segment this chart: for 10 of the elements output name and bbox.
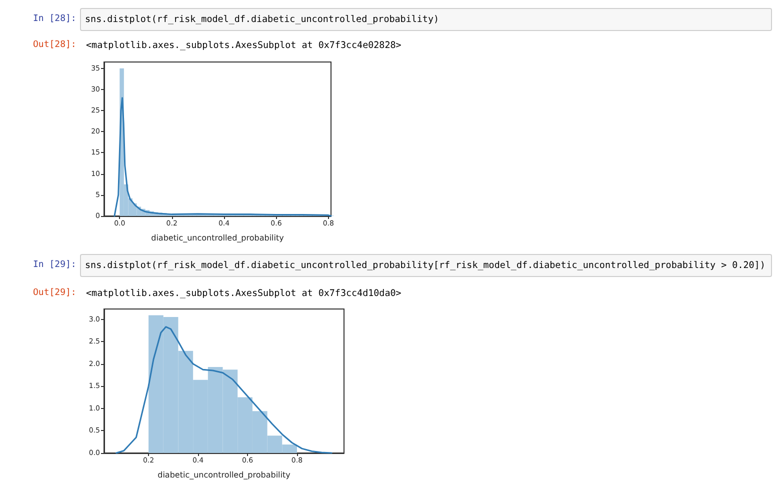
x-axis-title: diabetic_uncontrolled_probability (158, 470, 291, 480)
text: <matplotlib.axes._subplots.AxesSubplot at 0x7f3cc4e02828> (86, 40, 402, 51)
text: Out[29]: (33, 288, 76, 298)
x-axis-title: diabetic_uncontrolled_probability (151, 234, 284, 242)
text: In [29]: (33, 260, 76, 270)
text: In [28]: (33, 14, 76, 24)
text: Out[28]: (33, 40, 76, 50)
text: sns.distplot(rf_risk_model_df.diabetic_uncontrolled_probability[rf_risk_model_df.diabetic_uncontrolled_probability > 0.20]) (80, 254, 772, 277)
text: <matplotlib.axes._subplots.AxesSubplot at 0x7f3cc4d10da0> (86, 288, 402, 299)
text: sns.distplot(rf_risk_model_df.diabetic_uncontrolled_probability) (80, 8, 772, 31)
